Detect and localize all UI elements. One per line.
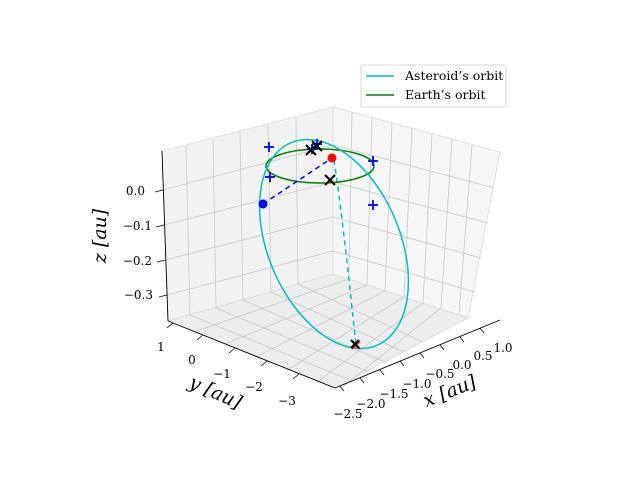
axis-lines [161,150,501,389]
plus-marker [265,172,275,182]
x-tick-label-3: −1.0 [402,377,431,391]
y-axis-ticks [166,322,300,380]
x-markers-black [305,140,360,349]
z-axis-label: z [au] [89,208,111,264]
legend-frame [360,64,507,108]
legend-label-asteroid: Asteroid’s orbit [404,68,503,83]
y-tick-label-2: −1 [213,367,231,381]
x-tick-label-0: −2.5 [333,407,362,421]
x-marker [305,144,317,156]
sun-marker [327,153,337,163]
x-tick-label-6: 0.5 [473,349,492,363]
z-tick-label-2: −0.2 [123,254,152,268]
z-tick-label-1: −0.1 [123,219,152,233]
x-tick-label-1: −2.0 [356,397,385,411]
grid-lines [162,111,495,390]
y-tick-label-3: −2 [245,380,263,394]
x-tick-label-7: 1.0 [493,341,512,355]
z-tick-label-0: 0.0 [126,184,145,198]
x-marker [350,339,360,349]
y-tick-label-4: −3 [278,394,296,408]
plus-marker [368,200,378,210]
y-tick-label-0: 1 [157,340,165,354]
z-tick-label-3: −0.3 [124,288,153,302]
z-axis-ticks [154,189,168,298]
x-marker [324,174,336,186]
x-axis-ticks [339,327,485,392]
x-tick-label-4: −0.5 [425,367,454,381]
y-tick-label-1: 0 [188,353,196,367]
plus-marker [264,142,274,152]
x-tick-label-2: −1.5 [379,387,408,401]
legend-label-earth: Earth’s orbit [405,87,486,102]
plus-marker [368,156,378,166]
asteroid-position-vector [262,157,333,205]
asteroid-orbit-line [258,138,410,350]
x-marker [311,140,323,152]
legend: Asteroid’s orbit Earth’s orbit [360,64,507,108]
asteroid-position-marker [258,199,268,209]
x-tick-label-5: 0.0 [452,358,471,372]
